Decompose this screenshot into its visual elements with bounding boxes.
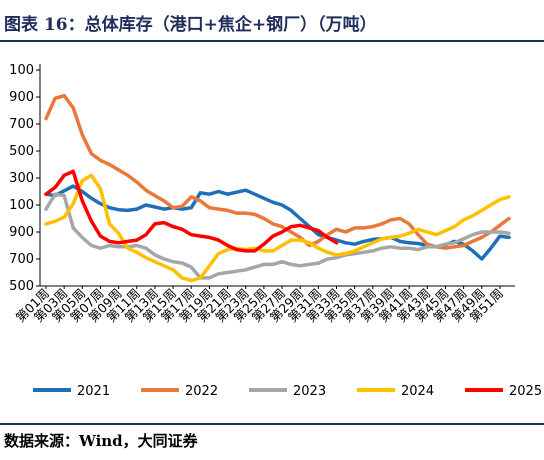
line-chart: 500 700 900 100 300 500 700 900 100 第01周第03周第05周… <box>9 63 542 399</box>
y-tick-label: 700 <box>9 117 34 132</box>
title-divider <box>0 40 544 42</box>
y-tick-label: 300 <box>9 171 34 186</box>
source-note: 数据来源：Wind，大同证券 <box>4 432 198 450</box>
series-line-2022 <box>44 93 511 250</box>
series-line-2023 <box>44 192 511 280</box>
legend-label-2021: 2021 <box>77 384 110 399</box>
series-line-2025 <box>44 169 339 253</box>
chart-area: 500 700 900 100 300 500 700 900 100 第01周 第03周 第05周… <box>0 42 544 420</box>
legend-label-2022: 2022 <box>185 384 218 399</box>
y-tick-label: 100 <box>9 198 34 213</box>
y-tick-label: 500 <box>9 144 34 159</box>
legend-label-2025: 2025 <box>509 384 542 399</box>
y-tick-label: 900 <box>9 90 34 105</box>
y-tick-label: 900 <box>9 225 34 240</box>
x-axis: 第01周第03周第05周第07周第09周第11周第13周第15周第17周第19周… <box>13 285 515 325</box>
title-bar: 图表 16：总体库存（港口+焦企+钢厂）（万吨） <box>0 0 544 42</box>
source-divider <box>0 423 544 425</box>
y-axis: 500 700 900 100 300 500 700 900 100 <box>9 63 41 294</box>
y-tick-label: 100 <box>9 63 34 78</box>
series-lines <box>44 93 511 283</box>
legend-label-2023: 2023 <box>293 384 326 399</box>
legend: 2021 2022 2023 2024 2025 <box>33 384 542 399</box>
chart-title: 图表 16：总体库存（港口+焦企+钢厂）（万吨） <box>4 15 377 35</box>
y-tick-label: 700 <box>9 252 34 267</box>
y-tick-label: 500 <box>9 279 34 294</box>
legend-label-2024: 2024 <box>401 384 434 399</box>
